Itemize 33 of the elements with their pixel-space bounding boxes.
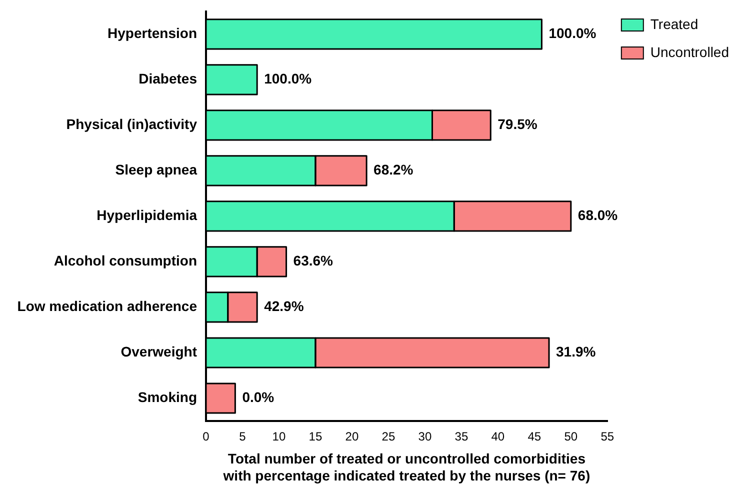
- legend-label: Treated: [650, 16, 698, 32]
- y-tick-label: Diabetes: [138, 70, 198, 87]
- annotation: 42.9%: [264, 298, 304, 314]
- y-tick-label: Sleep apnea: [115, 162, 198, 178]
- x-tick-label: 55: [600, 430, 614, 444]
- x-tick-label: 50: [564, 430, 578, 444]
- y-tick-label: Hyperlipidemia: [96, 207, 198, 224]
- x-axis-title: Total number of treated or uncontrolled comorbidities with percentage indicated treated by the nurses (n= 76): [222, 450, 590, 484]
- x-tick-label: 0: [202, 430, 210, 444]
- x-tick-label: 5: [239, 430, 246, 444]
- x-tick-label: 35: [454, 430, 468, 444]
- annotation: 100.0%: [264, 70, 312, 87]
- legend-label: Uncontrolled: [650, 44, 730, 60]
- x-tick-label: 25: [382, 430, 396, 444]
- y-tick-label: Alcohol consumption: [54, 252, 197, 269]
- x-tick-label: 20: [345, 430, 359, 444]
- annotation: 68.0%: [578, 207, 618, 224]
- annotation: 100.0%: [548, 25, 597, 42]
- annotation: 79.5%: [498, 116, 538, 132]
- x-tick-label: 40: [491, 430, 505, 444]
- x-tick-label: 45: [528, 430, 542, 444]
- y-tick-label: Physical (in)activity: [66, 116, 198, 132]
- y-tick-label: Overweight: [120, 344, 198, 360]
- y-tick-label: Low medication adherence: [17, 298, 198, 314]
- x-tick-label: 30: [418, 430, 432, 444]
- annotation: 68.2%: [374, 162, 414, 178]
- annotation: 31.9%: [556, 344, 596, 360]
- x-tick-label: 10: [272, 430, 286, 444]
- annotation: 63.6%: [293, 252, 334, 269]
- x-tick-label: 15: [308, 430, 322, 444]
- y-tick-label: Hypertension: [108, 25, 197, 42]
- annotation: 0.0%: [242, 389, 275, 406]
- y-tick-label: Smoking: [138, 389, 197, 406]
